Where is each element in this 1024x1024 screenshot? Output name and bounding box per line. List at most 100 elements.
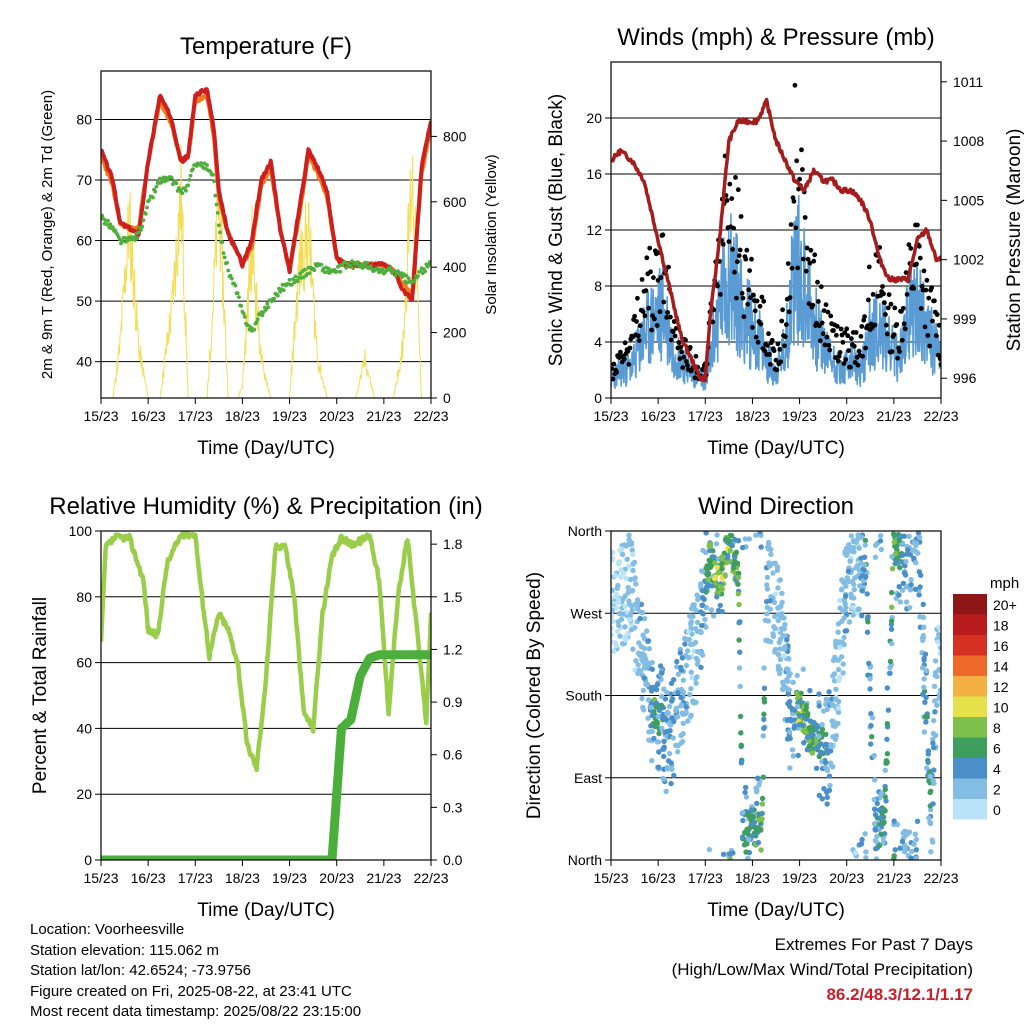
wind-direction-point [784,717,791,723]
wind-direction-point [810,732,816,738]
wind-direction-point [683,704,689,710]
wind-direction-point [641,675,647,681]
rh-line [101,531,431,773]
gust-point [933,333,939,339]
gust-point [908,246,914,251]
gust-point [886,292,892,297]
wind-direction-point [661,738,667,744]
wind-direction-point [936,691,941,698]
wind-direction-point [703,549,709,556]
extremes-subtitle: (High/Low/Max Wind/Total Precipitation) [671,960,973,979]
wind-direction-point [896,538,902,544]
wind-direction-point [911,539,917,546]
wind-direction-point [824,696,830,703]
gust-point [806,301,812,307]
dewpoint-point [360,266,365,270]
gust-point [819,320,825,326]
wind-direction-point [684,648,691,654]
wind-direction-point [630,551,636,558]
panel-1-xtick-label: 22/23 [923,408,958,424]
colorbar-swatch [953,799,987,820]
wind-direction-point [708,607,715,613]
wind-direction-point [871,752,877,759]
wind-direction-point [771,624,777,630]
dewpoint-point [108,222,113,227]
wind-direction-point [926,778,932,784]
wind-direction-point [931,717,937,724]
wind-direction-point [644,628,650,634]
gust-point [923,287,929,293]
wind-direction-point [706,846,713,853]
dewpoint-point [126,238,130,243]
panel-2-xtick-label: 17/23 [178,870,213,886]
wind-direction-point [888,618,895,624]
wind-direction-point [759,810,765,817]
gust-point [782,343,787,349]
wind-direction-point [777,577,783,583]
gust-point [724,198,730,203]
gust-point [729,196,735,202]
gust-point [870,292,876,297]
wind-direction-point [735,575,741,581]
wind-direction-point [754,800,760,807]
wind-direction-point [790,753,796,759]
gust-point [744,247,750,253]
wind-direction-point [897,599,903,605]
gust-point [730,247,735,252]
wind-direction-point [862,542,868,548]
wind-direction-point [742,536,748,542]
wind-direction-point [930,744,937,751]
wind-direction-point [847,558,853,564]
panel-0-xtick-label: 22/23 [413,408,448,424]
panel-2-ytick-right-label: 1.8 [443,536,463,552]
dewpoint-point [369,264,373,268]
wind-direction-point [711,575,718,582]
panel-2-xtick-label: 20/23 [319,870,354,886]
dewpoint-point [298,271,303,276]
wind-direction-point [899,838,906,845]
panel-2-ytick-right-label: 0.6 [443,747,463,763]
wind-direction-point [818,749,824,755]
dewpoint-point [290,282,294,287]
wind-direction-point [652,723,658,730]
panel-1-ytick-label: 20 [586,110,602,126]
wind-direction-point [772,591,779,597]
latest-text: Most recent data timestamp: 2025/08/22 2… [30,1003,362,1020]
gust-point [924,277,930,283]
wind-direction-point [637,615,643,622]
gust-point [822,342,828,348]
wind-direction-point [845,547,851,554]
wind-direction-point [683,662,690,669]
wind-direction-point [759,795,766,802]
wind-direction-point [833,686,839,692]
wind-direction-point [746,836,752,843]
wind-direction-point [836,666,842,673]
gust-point [766,331,771,337]
wind-direction-point [669,766,675,772]
wind-direction-point [867,686,873,692]
gust-point [751,292,756,298]
gust-point [761,298,767,304]
wind-direction-point [615,599,622,606]
gust-point [828,313,834,319]
panel-0-xlabel: Time (Day/UTC) [197,438,335,459]
wind-direction-point [785,691,792,697]
dewpoint-point [154,184,159,189]
wind-direction-point [882,767,888,773]
gust-point [838,326,844,332]
wind-direction-point [649,659,655,666]
gust-point [802,215,808,220]
wind-direction-point [784,736,791,742]
wind-direction-point [624,556,630,562]
gust-point [777,347,783,352]
gust-point [789,265,795,271]
gust-point [774,367,780,373]
gust-point [646,305,652,311]
wind-direction-point [669,696,676,702]
wind-direction-point [890,531,897,537]
wind-direction-point [872,838,879,844]
dewpoint-point [199,161,204,165]
gust-point [780,307,785,313]
wind-direction-point [740,809,746,816]
wind-direction-point [851,538,857,544]
